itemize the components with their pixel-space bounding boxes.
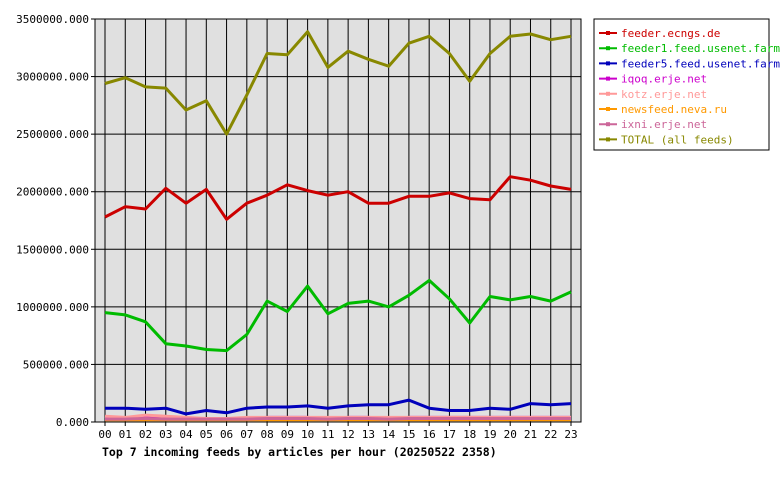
- y-axis-ticks: 0.000 500000.000 1000000.000 1500000.000 200…: [16, 13, 95, 429]
- y-tick-label: 3500000.000: [16, 13, 89, 26]
- legend: feeder.ecngs.de feeder1.feed.usenet.farm f…: [599, 27, 780, 146]
- chart-title: Top 7 incoming feeds by articles per hou…: [102, 445, 497, 459]
- plot-area: [94, 18, 582, 423]
- y-tick-label: 2500000.000: [16, 128, 89, 141]
- legend-label: newsfeed.neva.ru: [621, 103, 727, 116]
- x-tick-label: 23: [564, 428, 577, 441]
- x-tick-label: 06: [220, 428, 233, 441]
- legend-label: feeder.ecngs.de: [621, 27, 720, 40]
- legend-swatch-marker: [606, 107, 610, 111]
- x-tick-label: 17: [443, 428, 456, 441]
- series-line-0: [104, 175, 572, 221]
- legend-label: feeder5.feed.usenet.farm: [621, 57, 780, 70]
- legend-swatch-marker: [606, 91, 610, 96]
- x-tick-label: 21: [524, 428, 537, 441]
- series-line-7: [104, 30, 572, 136]
- legend-label: TOTAL (all feeds): [621, 133, 734, 146]
- x-tick-label: 14: [382, 428, 396, 441]
- x-tick-label: 16: [423, 428, 436, 441]
- legend-label: kotz.erje.net: [621, 88, 707, 101]
- series-line-6: [105, 417, 571, 421]
- x-axis-ticks: 00 01 02 03 04 05 06 07 08 09 10 11 12 13 14 15 16 17 18 19…: [98, 422, 578, 441]
- legend-label: ixni.erje.net: [621, 118, 707, 131]
- series-line-1: [104, 278, 572, 353]
- y-tick-label: 3000000.000: [16, 71, 89, 84]
- y-tick-label: 1500000.000: [16, 243, 89, 256]
- x-tick-label: 03: [159, 428, 172, 441]
- y-tick-label: 0.000: [56, 416, 89, 429]
- series-line-2: [105, 398, 572, 416]
- x-tick-label: 07: [240, 428, 253, 441]
- x-tick-label: 00: [98, 428, 111, 441]
- legend-label: feeder1.feed.usenet.farm: [621, 42, 780, 55]
- y-tick-label: 500000.000: [23, 358, 89, 371]
- x-tick-label: 05: [200, 428, 213, 441]
- x-tick-label: 22: [544, 428, 557, 441]
- y-tick-label: 2000000.000: [16, 186, 89, 199]
- x-tick-label: 18: [463, 428, 476, 441]
- x-tick-label: 09: [281, 428, 294, 441]
- x-tick-label: 01: [119, 428, 132, 441]
- x-tick-label: 02: [139, 428, 152, 441]
- series-lines: [104, 30, 572, 422]
- x-tick-label: 20: [504, 428, 517, 441]
- legend-swatch-marker: [606, 137, 610, 142]
- legend-swatch-marker: [606, 46, 610, 51]
- legend-box: [593, 18, 770, 151]
- legend-swatch-marker: [606, 76, 610, 81]
- legend-swatch-marker: [606, 61, 610, 66]
- y-tick-label: 1000000.000: [16, 301, 89, 314]
- x-tick-label: 08: [260, 428, 273, 441]
- x-tick-label: 04: [179, 428, 193, 441]
- x-tick-label: 13: [362, 428, 375, 441]
- grid-lines: [95, 18, 581, 423]
- x-tick-label: 12: [342, 428, 355, 441]
- x-tick-label: 15: [402, 428, 415, 441]
- legend-swatch-marker: [606, 31, 610, 35]
- legend-label: iqoq.erje.net: [621, 73, 707, 86]
- x-tick-label: 19: [483, 428, 496, 441]
- legend-swatch-marker: [606, 122, 610, 127]
- x-tick-label: 10: [301, 428, 314, 441]
- x-tick-label: 11: [321, 428, 334, 441]
